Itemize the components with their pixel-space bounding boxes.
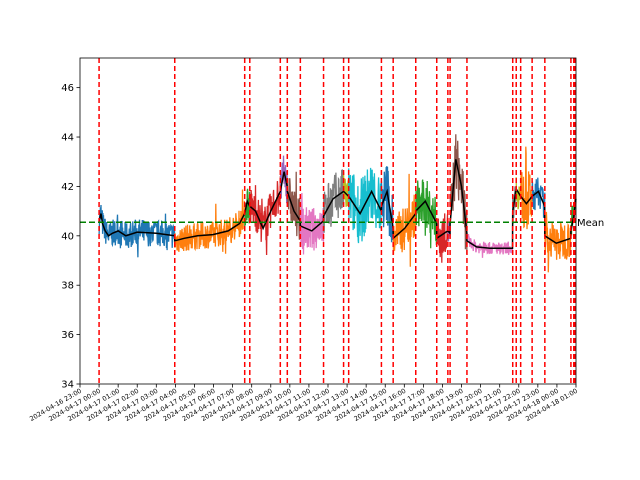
mean-label: Mean bbox=[577, 218, 604, 229]
series-segment-14 bbox=[436, 213, 449, 263]
plot-area bbox=[80, 58, 577, 384]
series-segment-3 bbox=[244, 188, 251, 232]
y-tick-label: 44 bbox=[61, 133, 74, 144]
series-segment-6 bbox=[286, 171, 301, 240]
series-segment-20 bbox=[520, 146, 533, 230]
axes-frame bbox=[79, 57, 577, 385]
series-segment-7 bbox=[299, 192, 325, 255]
series-segment-22 bbox=[544, 211, 572, 273]
series-segment-11 bbox=[380, 166, 394, 243]
y-axis: 34 36 38 40 42 44 46 bbox=[61, 83, 80, 391]
series-segment-1 bbox=[98, 204, 176, 258]
y-tick-label: 38 bbox=[61, 281, 74, 292]
y-tick-label: 34 bbox=[61, 380, 74, 391]
series-segment-16 bbox=[449, 134, 468, 254]
series-segment-21 bbox=[531, 177, 546, 218]
y-tick-label: 46 bbox=[61, 83, 74, 94]
series-segment-12 bbox=[392, 173, 417, 267]
series-segment-13 bbox=[415, 179, 438, 249]
y-tick-label: 36 bbox=[61, 330, 74, 341]
y-tick-label: 42 bbox=[61, 182, 74, 193]
series-segment-2 bbox=[174, 189, 246, 254]
series-segment-8 bbox=[322, 169, 345, 233]
series-segment-4 bbox=[249, 176, 281, 256]
y-tick-label: 40 bbox=[61, 231, 74, 242]
